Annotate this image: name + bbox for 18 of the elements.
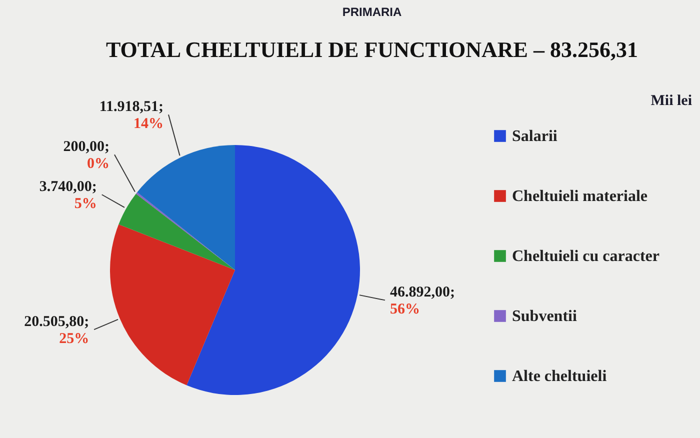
legend-label: Subventii xyxy=(512,308,578,325)
legend-label: Alte cheltuieli xyxy=(512,368,608,385)
pie-slice xyxy=(110,224,235,386)
data-label: 200,00; 0% xyxy=(63,139,110,172)
data-label: 46.892,00; 56% xyxy=(390,284,455,318)
data-label: 11.918,51; 14% xyxy=(99,99,164,132)
chart-title: TOTAL CHELTUIELI DE FUNCTIONARE – 83.256,31 xyxy=(106,37,638,62)
data-label: 20.505,80; 25% xyxy=(24,314,90,348)
legend-label: Salarii xyxy=(512,128,558,145)
pie-slice xyxy=(186,145,360,395)
legend-label: Cheltuieli cu caracter xyxy=(512,248,660,265)
pie-slice xyxy=(136,192,235,270)
pie-slice xyxy=(137,145,235,270)
text: Mii lei xyxy=(650,93,692,109)
text: PRIMARIA xyxy=(342,5,402,19)
pie-slice xyxy=(118,194,235,270)
legend-label: Cheltuieli materiale xyxy=(512,188,648,205)
data-label: 3.740,00; 5% xyxy=(39,179,97,212)
